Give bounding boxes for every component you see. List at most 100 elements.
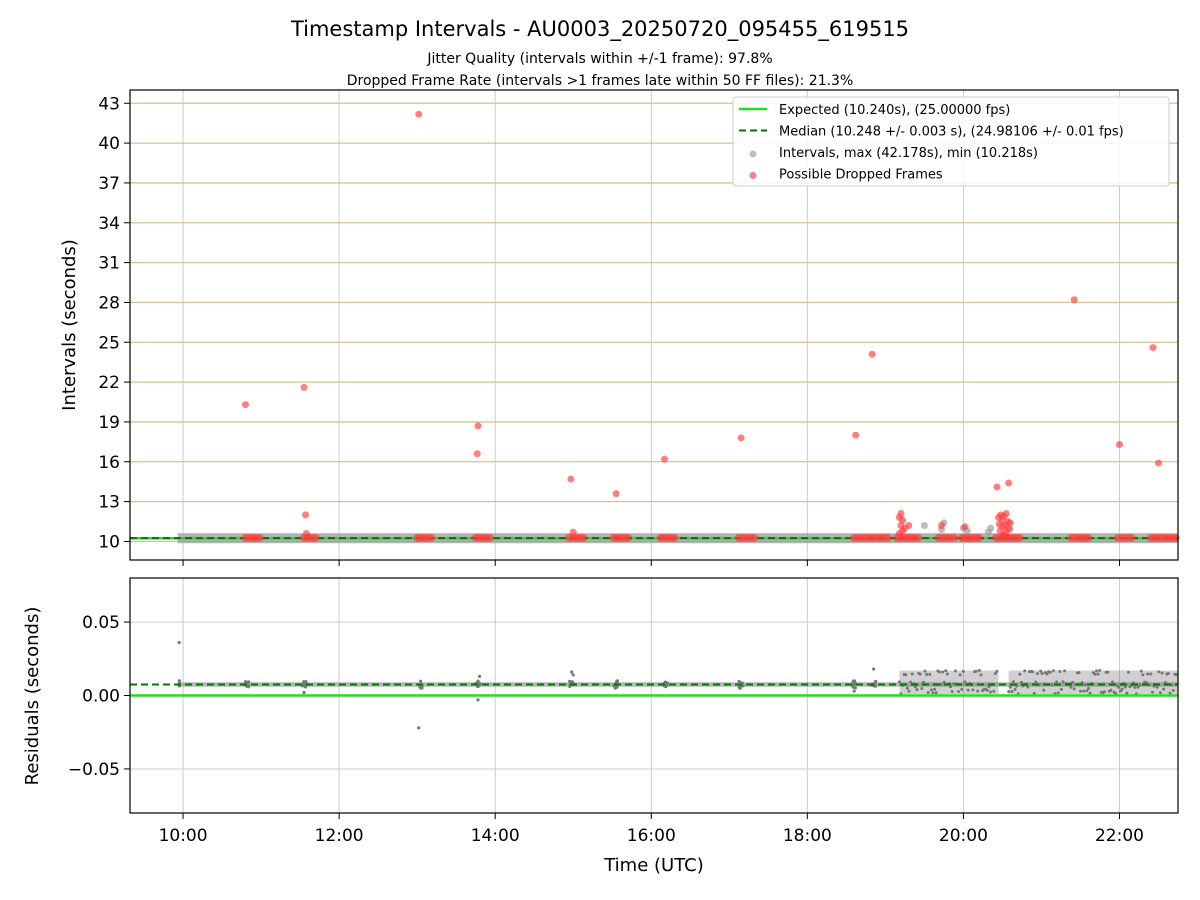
dropped-point-22	[938, 521, 946, 529]
legend-median-label: Median (10.248 +/- 0.003 s), (24.98106 +…	[779, 125, 1124, 140]
residual-dense-region-1-point-26	[1048, 670, 1052, 674]
residual-dense-region-1-point-16	[1032, 691, 1036, 695]
residual-dense-region-1-point-10	[1023, 669, 1027, 673]
residual-dense-region-0-point-55	[985, 688, 989, 692]
top-ytick-label-6: 28	[98, 293, 120, 313]
xlabel: Time (UTC)	[603, 855, 704, 876]
interval-point-0	[920, 521, 928, 529]
chart-subtitle-jitter: Jitter Quality (intervals within +/-1 fr…	[426, 51, 772, 67]
residual-dense-region-1-point-31	[1056, 691, 1060, 695]
residual-dense-region-0-point-23	[934, 691, 938, 695]
residual-dense-region-0-point-18	[926, 690, 930, 694]
residual-dense-region-1-point-73	[1123, 685, 1127, 689]
residual-outlier-3	[477, 674, 482, 679]
bottom-ticks: −0.05 0.00 0.05	[68, 613, 130, 780]
top-plot: 10 13 16 19 22 25 28 31 34 37 40 43 Intervals (seco…	[59, 89, 1180, 566]
dropped-point-10	[661, 455, 669, 463]
bottom-ytick-label-1: 0.00	[82, 687, 120, 707]
residual-dense-region-1-point-30	[1055, 680, 1059, 684]
dropped-point-9	[612, 490, 620, 498]
xtick-label-5: 20:00	[939, 826, 988, 846]
residual-dense-region-0-point-33	[950, 689, 954, 693]
dropped-point-1	[300, 383, 308, 391]
residual-dense-region-1-point-54	[1093, 672, 1097, 676]
residual-cluster-10-point-8	[873, 684, 878, 688]
dropped-cluster-0-point-4	[255, 533, 264, 542]
bottom-plot: −0.050.000.05 Residuals (seconds) 10:00 1…	[22, 577, 1179, 876]
dropped-point-7	[567, 475, 575, 483]
residual-dense-region-1-point-60	[1103, 690, 1107, 694]
xtick-label-4: 18:00	[783, 826, 832, 846]
residual-cluster-4-point-7	[476, 679, 480, 683]
residual-dense-region-1-point-15	[1031, 670, 1035, 674]
top-ytick-label-9: 37	[98, 174, 120, 194]
dropped-point-0	[241, 401, 249, 409]
residual-cluster-6-point-9	[615, 685, 619, 689]
residual-dense-region-1-point-28	[1051, 669, 1055, 673]
xtick-label-2: 14:00	[471, 826, 520, 846]
residual-dense-region-1-point-83	[1139, 669, 1143, 673]
residual-dense-region-0-point-29	[944, 669, 948, 673]
dropped-point-36	[1006, 519, 1014, 527]
dropped-cluster-11-point-4	[950, 533, 959, 542]
residual-cluster-10-point-6	[874, 679, 878, 683]
top-ytick-label-11: 43	[98, 94, 120, 114]
residual-outlier-1	[417, 726, 421, 730]
legend: Expected (10.240s), (25.00000 fps) Median…	[732, 96, 1170, 187]
residual-dense-region-0-point-57	[989, 690, 993, 694]
residual-dense-region-1-point-21	[1040, 672, 1044, 676]
residual-dense-region-0-point-16	[923, 669, 927, 673]
dropped-point-6	[473, 450, 481, 458]
residual-dense-region-0-point-22	[933, 687, 937, 691]
residual-dense-region-0-point-28	[942, 680, 946, 684]
top-ytick-label-4: 22	[98, 373, 120, 393]
dropped-cluster-3-point-4	[485, 533, 494, 542]
residual-dense-region-0-point-20	[929, 688, 933, 692]
residual-outlier-2	[476, 698, 480, 702]
residual-dense-region-1-point-17	[1034, 680, 1038, 684]
residual-dense-region-1-point-0	[1007, 690, 1011, 694]
residual-dense-region-1-point-86	[1144, 680, 1148, 684]
dropped-point-30	[1002, 510, 1010, 518]
residual-dense-region-1-point-18	[1035, 672, 1039, 676]
residual-dense-region-0-point-49	[976, 689, 980, 693]
dropped-point-19	[905, 521, 913, 529]
dropped-point-42	[1149, 344, 1157, 352]
residual-dense-region-1-point-56	[1096, 672, 1100, 676]
dropped-cluster-4-point-4	[579, 533, 588, 542]
residual-outlier-7	[302, 690, 306, 695]
dropped-cluster-15-point-3	[1127, 533, 1136, 542]
residual-dense-region-1-point-1	[1008, 685, 1012, 689]
residual-dense-region-1-point-76	[1128, 685, 1132, 689]
residual-dense-region-0-point-0	[897, 680, 901, 684]
residual-cluster-9-point-9	[853, 686, 858, 690]
residual-dense-region-1-point-50	[1087, 686, 1091, 690]
residual-dense-region-1-point-27	[1050, 683, 1054, 687]
bottom-ytick-label-0: −0.05	[68, 760, 120, 780]
top-ytick-label-3: 19	[98, 413, 120, 433]
residual-cluster-7-point-7	[663, 680, 667, 684]
residual-dense-region-1-point-89	[1149, 672, 1153, 676]
residual-dense-region-1-point-48	[1083, 683, 1087, 687]
residual-dense-region-1-point-74	[1125, 691, 1129, 695]
residual-dense-region-1-point-94	[1157, 670, 1161, 674]
legend-interval_points-swatch	[749, 150, 757, 158]
top-ytick-label-0: 10	[98, 532, 120, 552]
dropped-cluster-12-point-5	[975, 533, 984, 542]
residual-outlier-4	[570, 670, 574, 674]
residual-dense-region-0-point-13	[918, 672, 922, 676]
dropped-cluster-14-point-5	[1084, 533, 1093, 542]
residual-dense-region-0-point-60	[993, 671, 997, 675]
residual-dense-region-0-point-10	[913, 685, 917, 689]
interval-point-5	[984, 528, 992, 536]
residual-dense-region-1-point-46	[1080, 681, 1084, 685]
residual-dense-region-1-point-96	[1160, 671, 1164, 675]
residual-dense-region-1-point-49	[1085, 689, 1089, 693]
dropped-point-13	[868, 350, 876, 358]
residual-cluster-8-point-4	[737, 685, 741, 689]
dropped-point-24	[993, 483, 1001, 491]
dropped-point-40	[1070, 296, 1078, 304]
top-ytick-label-7: 31	[98, 254, 120, 274]
top-ytick-label-5: 25	[98, 333, 120, 353]
